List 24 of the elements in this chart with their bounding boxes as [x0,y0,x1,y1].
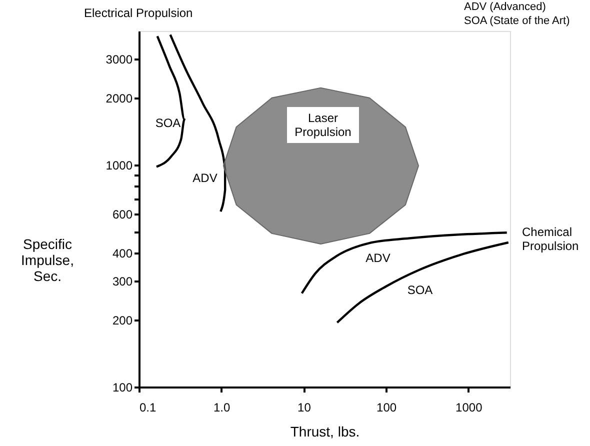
y-tick-label: 2000 [106,91,133,106]
y-tick-label: 600 [112,208,133,222]
y-tick-label: 1000 [106,158,133,172]
x-tick-label: 10 [298,400,312,414]
y-tick-label: 400 [112,246,133,261]
text: Electrical Propulsion [84,6,193,20]
x-tick-label: 0.1 [140,400,157,414]
x-tick-label: 100 [376,400,397,414]
annotation: Laser Propulsion [294,111,352,139]
annotation: ADV [192,171,218,185]
y-tick-label: 300 [112,274,133,288]
y-tick-label: 100 [112,380,133,394]
y-axis-title: Specific Impulse, Sec. [21,236,74,284]
y-tick-label: 200 [112,314,133,328]
text: Chemical Propulsion [522,225,579,253]
text: ADV (Advanced) [464,1,546,13]
text: SOA (State of the Art) [464,15,570,27]
annotation: ADV [366,251,390,265]
annotation: SOA [407,283,433,297]
y-tick-label: 3000 [106,52,133,66]
annotation: SOA [155,116,181,130]
x-tick-label: 1.0 [214,400,231,414]
x-tick-label: 1000 [456,400,483,414]
x-axis-title: Thrust, lbs. [290,424,360,440]
